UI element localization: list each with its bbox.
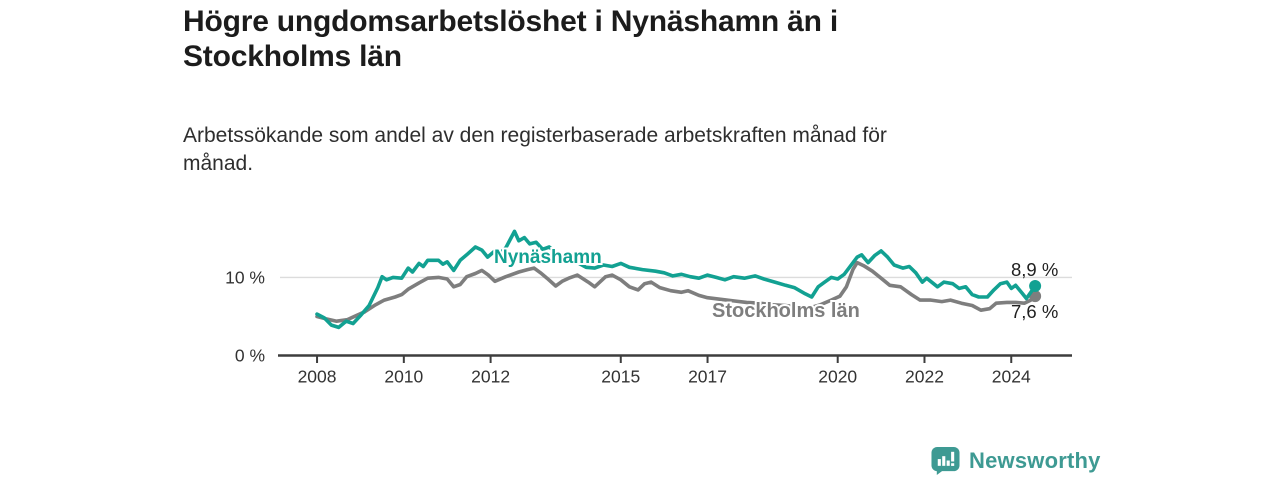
newsworthy-logo[interactable]: Newsworthy xyxy=(931,446,1101,476)
series-end-value-label-1: 8,9 % xyxy=(1011,259,1058,280)
x-axis-tick-label: 2024 xyxy=(992,367,1031,387)
x-axis-tick-label: 2015 xyxy=(601,367,640,387)
newsworthy-logo-text: Newsworthy xyxy=(969,448,1101,473)
series-end-dot-1 xyxy=(1029,280,1042,293)
series-line-1 xyxy=(315,229,1037,330)
series-label-1: Nynäshamn xyxy=(494,247,602,268)
x-axis-tick-label: 2020 xyxy=(818,367,857,387)
newsworthy-logo-icon xyxy=(931,446,960,476)
series-end-value-label-0: 7,6 % xyxy=(1011,301,1058,322)
x-axis-tick-label: 2022 xyxy=(905,367,944,387)
y-axis-tick-label: 0 % xyxy=(235,346,265,366)
chart-title: Högre ungdomsarbetslöshet i Nynäshamn än… xyxy=(183,5,839,74)
series-line-0 xyxy=(315,260,1037,324)
x-axis-tick-label: 2012 xyxy=(471,367,510,387)
x-axis-tick-label: 2010 xyxy=(384,367,423,387)
series-label-0: Stockholms län xyxy=(712,300,860,322)
y-axis-tick-label: 10 % xyxy=(225,267,265,287)
x-axis-tick-label: 2008 xyxy=(298,367,337,387)
bar-chart-icon xyxy=(937,451,955,466)
chart-subtitle: Arbetssökande som andel av den registerb… xyxy=(183,124,887,175)
x-axis-tick-label: 2017 xyxy=(688,367,727,387)
